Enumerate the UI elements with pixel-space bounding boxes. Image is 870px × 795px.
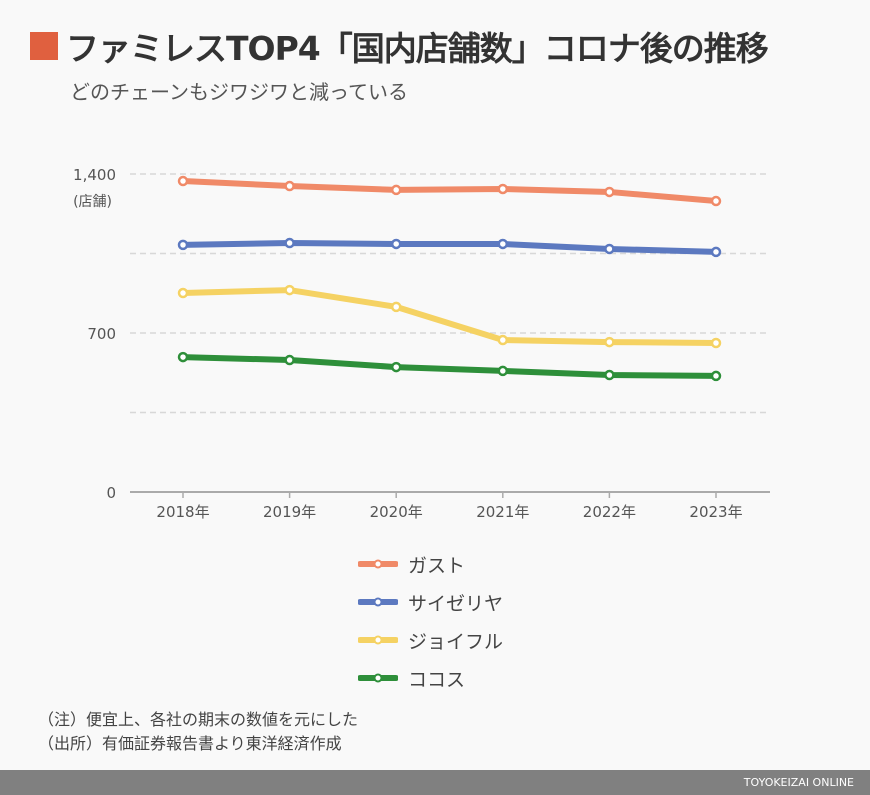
data-point [284,284,295,296]
x-tick-label: 2019年 [263,503,316,521]
legend-label: ガスト [408,554,466,577]
data-point [177,239,189,251]
x-tick-label: 2021年 [476,503,529,521]
footer-brand: TOYOKEIZAI ONLINE [0,770,870,795]
data-point [390,361,402,373]
note-1: （注）便宜上、各社の期末の数値を元にした [38,710,359,729]
series-line [182,354,717,379]
data-point [497,238,509,250]
y-tick-label: 700 [87,325,116,343]
legend-label: ココス [408,668,466,691]
legend-item: ジョイフル [358,621,503,659]
data-point [177,175,189,187]
legend-line-icon [358,635,398,645]
data-point [710,370,722,382]
legend-item: サイゼリヤ [358,583,503,621]
legend-item: ガスト [358,545,503,583]
x-tick-label: 2020年 [370,503,423,521]
legend-item: ココス [358,659,503,697]
data-point [604,336,615,348]
data-point [497,183,509,195]
series-line [182,178,717,205]
data-point [177,287,189,299]
data-point [284,237,295,249]
y-axis-label: (店舗) [73,194,112,210]
title-text: ファミレスTOP4「国内店舗数」コロナ後の推移 [66,29,769,68]
y-tick-label: 0 [106,484,116,502]
data-point [390,184,402,196]
legend-label: ジョイフル [408,630,504,653]
legend: ガストサイゼリヤジョイフルココス [358,545,503,697]
data-point [710,246,722,258]
data-point [604,186,615,198]
legend-line-icon [358,559,398,569]
x-tick-label: 2022年 [583,503,636,521]
x-tick-label: 2018年 [156,503,209,521]
data-point [604,243,615,255]
data-point [710,337,722,349]
page-title: ファミレスTOP4「国内店舗数」コロナ後の推移 [30,22,769,70]
note-2: （出所）有価証券報告書より東洋経済作成 [38,734,342,753]
data-point [284,180,295,192]
legend-line-icon [358,597,398,607]
line-chart: 0 700 1,400 (店舗) 2018年 2019年 2020年 2021年 2022年 20… [73,166,770,521]
y-tick-label: 1,400 [73,166,116,184]
notes: （注）便宜上、各社の期末の数値を元にした （出所）有価証券報告書より東洋経済作成 [38,708,358,756]
data-point [497,334,509,346]
series-line [182,287,717,346]
series-line [182,240,717,255]
data-point [390,301,402,313]
data-point [284,354,295,366]
data-point [497,365,509,377]
legend-line-icon [358,673,398,683]
legend-label: サイゼリヤ [408,592,504,615]
data-point [177,351,189,363]
x-tick-label: 2023年 [689,503,742,521]
subtitle: どのチェーンもジワジワと減っている [70,80,408,104]
data-point [604,369,615,381]
title-square-icon [30,32,58,60]
data-point [710,195,722,207]
data-point [390,238,402,250]
